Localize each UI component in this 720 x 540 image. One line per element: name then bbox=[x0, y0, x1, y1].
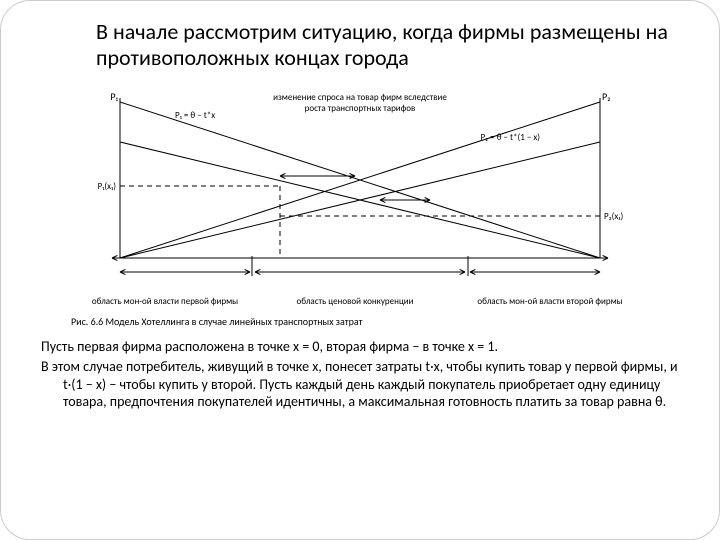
caption-firm2: область мон-ой власти второй фирмы bbox=[460, 296, 640, 307]
diagram-container: P₁ P₂ P₁(x₁) P₂(x₁) P₁ = θ − t*x P₂ = θ − t*(… bbox=[80, 88, 640, 307]
svg-text:P₂ = θ − t*(1 − x): P₂ = θ − t*(1 − x) bbox=[480, 132, 540, 143]
diagram-caption-row: область мон-ой власти первой фирмы облас… bbox=[80, 296, 640, 307]
diagram-svg: P₁ P₂ P₁(x₁) P₂(x₁) P₁ = θ − t*x P₂ = θ − t*(… bbox=[80, 88, 640, 288]
svg-text:роста транспортных тарифов: роста транспортных тарифов bbox=[305, 103, 416, 114]
paragraph-2: В этом случае потребитель, живущий в точ… bbox=[63, 358, 679, 411]
svg-text:P₁(x₁): P₁(x₁) bbox=[98, 181, 117, 192]
hotelling-diagram: P₁ P₂ P₁(x₁) P₂(x₁) P₁ = θ − t*x P₂ = θ − t*(… bbox=[80, 88, 640, 288]
svg-text:изменение спроса на товар фирм: изменение спроса на товар фирм вследстви… bbox=[273, 92, 447, 103]
caption-firm1: область мон-ой власти первой фирмы bbox=[80, 296, 250, 307]
svg-text:P₁: P₁ bbox=[110, 90, 118, 103]
figure-caption: Рис. 6.6 Модель Хотеллинга в случае лине… bbox=[71, 315, 679, 328]
caption-competition: область ценовой конкуренции bbox=[250, 296, 460, 307]
slide-title: В начале рассмотрим ситуацию, когда фирм… bbox=[96, 19, 679, 72]
svg-text:P₂(x₁): P₂(x₁) bbox=[604, 211, 624, 222]
svg-text:P₂: P₂ bbox=[602, 90, 611, 103]
paragraph-1: Пусть первая фирма расположена в точке x… bbox=[63, 338, 679, 356]
svg-text:P₁ = θ − t*x: P₁ = θ − t*x bbox=[175, 110, 215, 121]
